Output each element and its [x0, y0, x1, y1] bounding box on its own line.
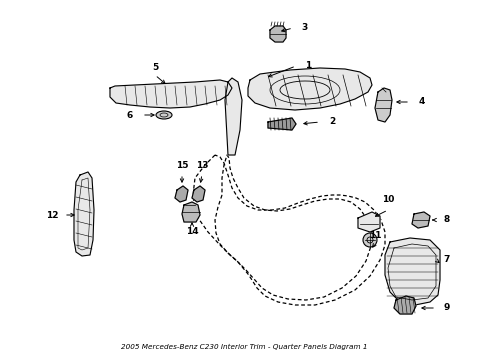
Polygon shape — [182, 202, 200, 222]
Text: 10: 10 — [381, 195, 393, 204]
Polygon shape — [269, 26, 285, 42]
Text: 1: 1 — [304, 62, 310, 71]
Polygon shape — [411, 212, 429, 228]
Polygon shape — [267, 118, 295, 130]
Polygon shape — [357, 212, 379, 232]
Text: 13: 13 — [195, 161, 208, 170]
Polygon shape — [247, 68, 371, 110]
Polygon shape — [384, 238, 439, 305]
Text: 12: 12 — [46, 211, 58, 220]
Text: 8: 8 — [443, 216, 449, 225]
Text: 5: 5 — [152, 63, 158, 72]
Polygon shape — [110, 80, 231, 108]
Text: 4: 4 — [418, 98, 425, 107]
Text: 2005 Mercedes-Benz C230 Interior Trim - Quarter Panels Diagram 1: 2005 Mercedes-Benz C230 Interior Trim - … — [121, 344, 367, 350]
Text: 2: 2 — [328, 117, 334, 126]
Polygon shape — [374, 88, 391, 122]
Text: 15: 15 — [175, 161, 188, 170]
Polygon shape — [224, 78, 242, 155]
Text: 6: 6 — [126, 111, 133, 120]
Polygon shape — [74, 172, 94, 256]
Ellipse shape — [156, 111, 172, 119]
Text: 14: 14 — [185, 228, 198, 237]
Text: 11: 11 — [368, 231, 381, 240]
Text: 3: 3 — [301, 23, 307, 32]
Polygon shape — [175, 186, 187, 202]
Text: 9: 9 — [443, 303, 449, 312]
Polygon shape — [393, 296, 415, 314]
Text: 7: 7 — [443, 256, 449, 265]
Circle shape — [362, 233, 376, 247]
Polygon shape — [192, 186, 204, 202]
